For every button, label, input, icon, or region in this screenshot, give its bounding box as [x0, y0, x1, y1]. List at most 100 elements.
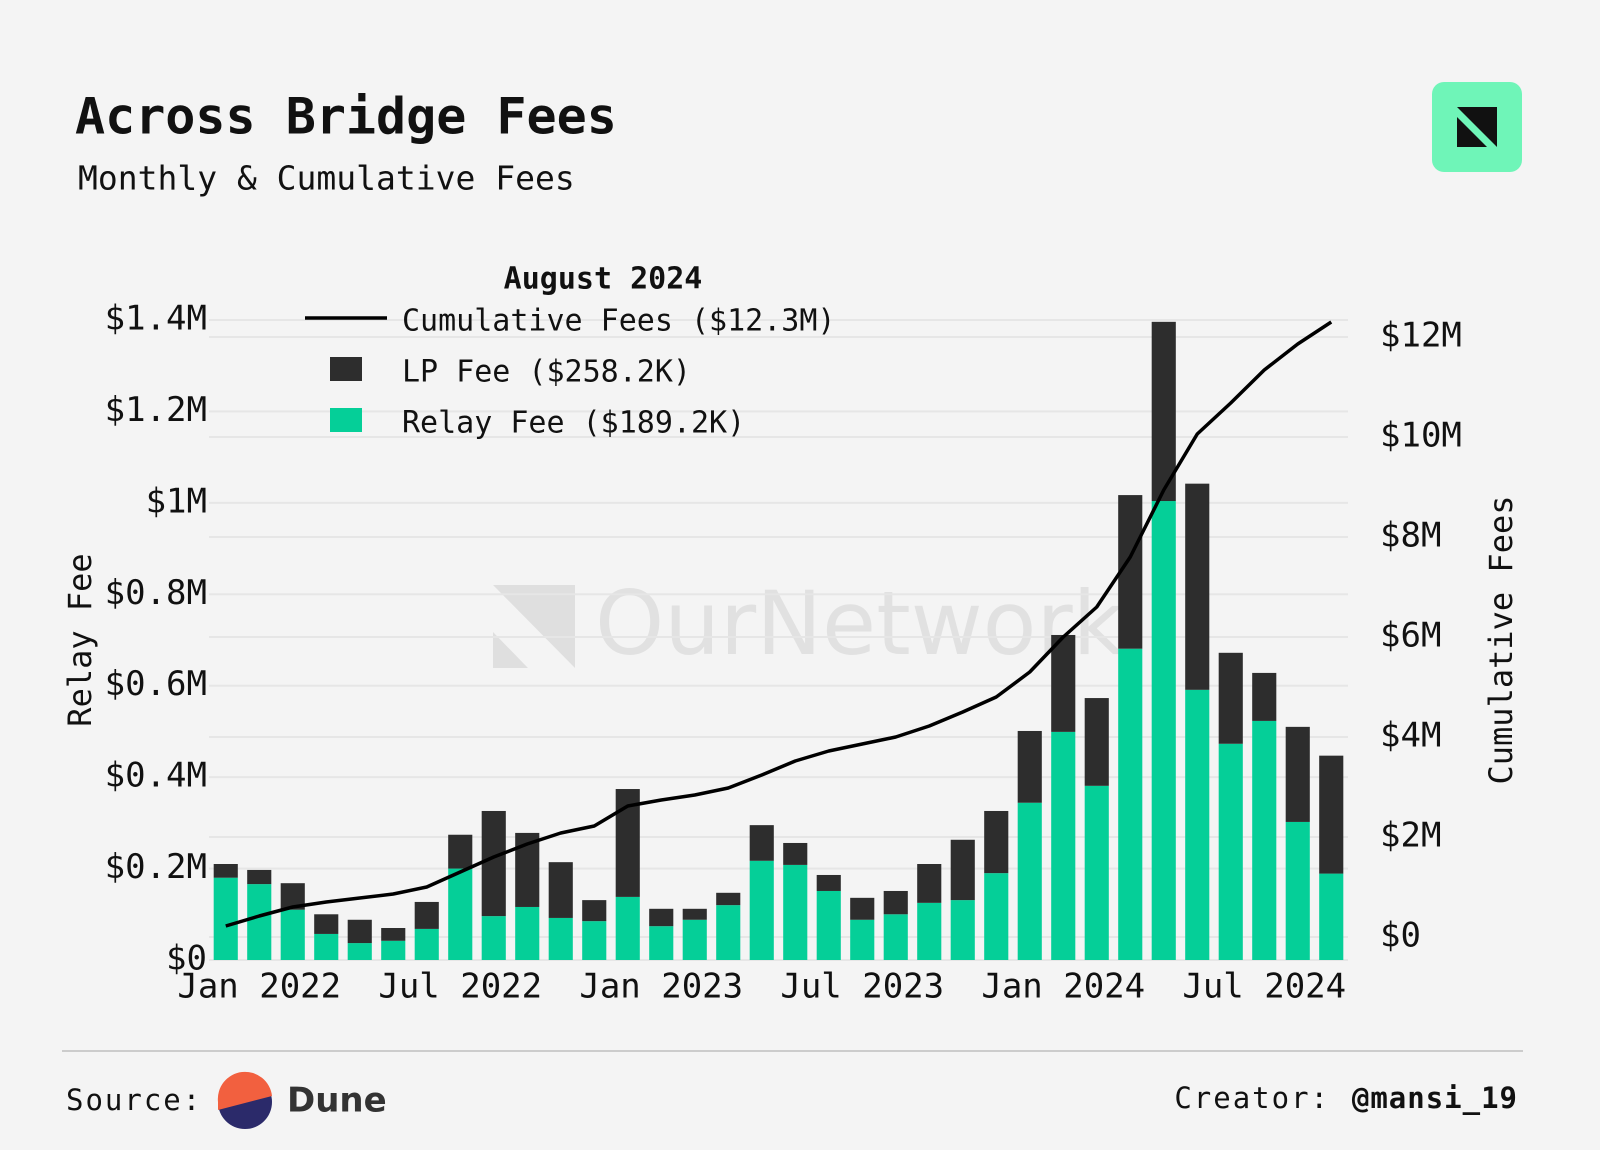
bar-segment [984, 873, 1009, 960]
creator-label: Creator: [1174, 1081, 1330, 1115]
y2-tick-label: $2M [1380, 816, 1441, 856]
bar-segment [984, 810, 1009, 874]
y2-tick-label: $4M [1380, 716, 1441, 756]
bar-segment [381, 940, 406, 960]
legend-title: August 2024 [504, 262, 703, 297]
bar-segment [716, 905, 741, 960]
bar-segment [1285, 726, 1310, 822]
bar-segment [1252, 672, 1277, 721]
y2-tick-label: $10M [1380, 416, 1462, 456]
bar-segment [917, 902, 942, 960]
logo [1432, 82, 1522, 172]
legend-label: LP Fee ($258.2K) [402, 355, 691, 390]
watermark: OurNetwork [595, 572, 1124, 675]
bar-segment [381, 928, 406, 941]
watermark-shape [493, 585, 575, 668]
bar-segment [615, 896, 640, 960]
source-label: Source: [66, 1083, 202, 1117]
source: Dune [287, 1081, 387, 1121]
bar-segment [548, 862, 573, 918]
bar-segment [682, 919, 707, 960]
bar-segment [247, 869, 272, 885]
bar-segment [280, 909, 305, 960]
y-tick-label: $0.6M [105, 664, 207, 704]
bar-segment [448, 834, 473, 869]
y-tick-label: $1.4M [105, 299, 207, 339]
bar-segment [816, 874, 841, 891]
y-axis-label: Relay Fee [61, 553, 99, 726]
logo-shape [1457, 117, 1487, 147]
bar-segment [1285, 821, 1310, 960]
bar-segment [950, 900, 975, 960]
bar-segment [783, 864, 808, 960]
bar-segment [682, 908, 707, 920]
line [225, 320, 1333, 928]
dune-logo [217, 1071, 272, 1129]
legend-label: Cumulative Fees ($12.3M) [402, 304, 835, 339]
bar-segment [883, 914, 908, 960]
legend-label: Relay Fee ($189.2K) [402, 406, 745, 441]
bar-segment [749, 860, 774, 960]
y2-axis-label: Cumulative Fees [1482, 496, 1520, 785]
bar-segment [883, 890, 908, 915]
bar-segment [247, 884, 272, 960]
bar-segment [548, 917, 573, 960]
bar-segment [950, 839, 975, 901]
bar-segment [816, 890, 841, 960]
bar-segment [448, 868, 473, 960]
y-tick-label: $1.2M [105, 390, 207, 430]
y-tick-label: $0.8M [105, 573, 207, 613]
bar-segment [414, 901, 439, 929]
x-tick-label: Jul 2022 [378, 967, 542, 1007]
bar-segment [515, 906, 540, 960]
bar-segment [1218, 743, 1243, 960]
bar-segment [1118, 648, 1143, 960]
bar-segment [1017, 730, 1042, 803]
bar-segment [1084, 785, 1109, 960]
legend-swatch [330, 408, 362, 432]
y2-tick-label: $0 [1380, 916, 1421, 956]
logo-shape [1457, 107, 1497, 147]
bar-segment [1185, 689, 1210, 960]
bar-segment [347, 943, 372, 960]
bar-segment [716, 892, 741, 906]
y2-tick-label: $12M [1380, 316, 1462, 356]
bar-segment [582, 921, 607, 960]
x-tick-label: Jul 2024 [1182, 967, 1346, 1007]
watermark-shape [493, 632, 528, 668]
bar-segment [783, 842, 808, 865]
y2-tick-label: $8M [1380, 516, 1441, 556]
bar-segment [917, 864, 942, 903]
x-tick-label: Jan 2024 [981, 967, 1145, 1007]
y-tick-label: $0 [166, 939, 207, 979]
chart-subtitle: Monthly & Cumulative Fees [78, 159, 575, 198]
bar-segment [1185, 483, 1210, 690]
bar-segment [749, 825, 774, 861]
y2-tick-label: $6M [1380, 616, 1441, 656]
bar-segment [1051, 731, 1076, 960]
y-tick-label: $1M [146, 481, 207, 521]
bar-segment [1084, 698, 1109, 786]
bar-segment [213, 877, 238, 960]
bar-segment [582, 900, 607, 922]
bar-segment [1218, 652, 1243, 744]
bar-segment [850, 919, 875, 960]
bar-segment [314, 933, 339, 960]
bar-segment [649, 926, 674, 960]
bar-segment [1319, 873, 1344, 960]
watermark-icon [493, 585, 575, 668]
bar-segment [1252, 720, 1277, 960]
bar-segment [649, 908, 674, 927]
legend-swatch [330, 357, 362, 381]
x-tick-label: Jan 2023 [579, 967, 743, 1007]
bar-segment [414, 928, 439, 960]
bar-segment [481, 916, 506, 960]
bar-segment [1017, 802, 1042, 960]
y-tick-label: $0.2M [105, 847, 207, 887]
dune-logo-top [217, 1071, 272, 1110]
bar-segment [213, 864, 238, 878]
chart-title: Across Bridge Fees [75, 88, 617, 146]
creator: @mansi_19 [1352, 1081, 1518, 1115]
x-tick-label: Jan 2022 [177, 967, 341, 1007]
